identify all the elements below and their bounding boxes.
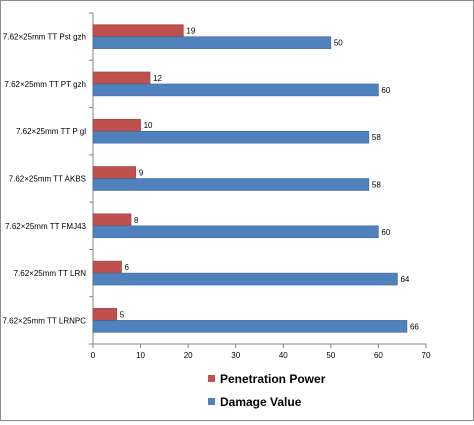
legend-swatch bbox=[208, 375, 215, 382]
x-tick-label: 60 bbox=[374, 351, 383, 360]
damage-bar bbox=[92, 178, 370, 191]
legend-label: Penetration Power bbox=[220, 372, 326, 386]
penetration-value-label: 6 bbox=[125, 263, 130, 272]
damage-bar bbox=[92, 320, 408, 333]
category-label: 7.62×25mm TT PT gzh bbox=[4, 80, 86, 89]
x-tick-label: 40 bbox=[279, 351, 288, 360]
x-tick-label: 70 bbox=[422, 351, 431, 360]
penetration-bar bbox=[92, 166, 137, 179]
category-label: 7.62×25mm TT LRN bbox=[14, 269, 87, 278]
bars bbox=[92, 24, 408, 333]
labels: 0 10 20 30 40 50 60 70 7.62×25mm TT Pst gzh 19 50 7… bbox=[2, 27, 431, 360]
damage-value-label: 58 bbox=[372, 133, 381, 142]
legend-swatch bbox=[208, 398, 215, 405]
penetration-value-label: 5 bbox=[120, 310, 125, 319]
damage-bar bbox=[92, 36, 332, 49]
penetration-value-label: 12 bbox=[153, 74, 162, 83]
penetration-bar bbox=[92, 308, 118, 321]
category-label: 7.62×25mm TT FMJ43 bbox=[5, 222, 86, 231]
penetration-value-label: 9 bbox=[139, 169, 144, 178]
x-tick-label: 0 bbox=[91, 351, 96, 360]
category-label: 7.62×25mm TT Pst gzh bbox=[3, 33, 86, 42]
penetration-value-label: 8 bbox=[134, 216, 139, 225]
damage-bar bbox=[92, 83, 379, 97]
x-tick-label: 50 bbox=[326, 351, 335, 360]
damage-bar bbox=[92, 225, 379, 239]
damage-value-label: 60 bbox=[381, 228, 390, 237]
x-tick-label: 10 bbox=[136, 351, 145, 360]
category-label: 7.62×25mm TT LRNPC bbox=[2, 316, 86, 325]
damage-value-label: 60 bbox=[381, 86, 390, 95]
legend: Penetration Power Damage Value bbox=[208, 372, 326, 409]
x-tick-label: 30 bbox=[231, 351, 240, 360]
damage-bar bbox=[92, 130, 370, 144]
damage-value-label: 58 bbox=[372, 181, 381, 190]
penetration-bar bbox=[92, 213, 132, 227]
damage-bar bbox=[92, 272, 398, 286]
penetration-bar bbox=[92, 71, 151, 85]
penetration-value-label: 19 bbox=[186, 27, 195, 36]
penetration-bar bbox=[92, 118, 141, 132]
penetration-bar bbox=[92, 260, 122, 274]
legend-label: Damage Value bbox=[220, 395, 302, 409]
x-tick-label: 20 bbox=[184, 351, 193, 360]
penetration-bar bbox=[92, 24, 184, 37]
damage-value-label: 50 bbox=[334, 39, 343, 48]
penetration-value-label: 10 bbox=[144, 121, 153, 130]
damage-value-label: 66 bbox=[410, 322, 419, 331]
damage-value-label: 64 bbox=[400, 275, 409, 284]
category-label: 7.62×25mm TT P gl bbox=[16, 127, 86, 136]
category-label: 7.62×25mm TT AKBS bbox=[9, 175, 86, 184]
